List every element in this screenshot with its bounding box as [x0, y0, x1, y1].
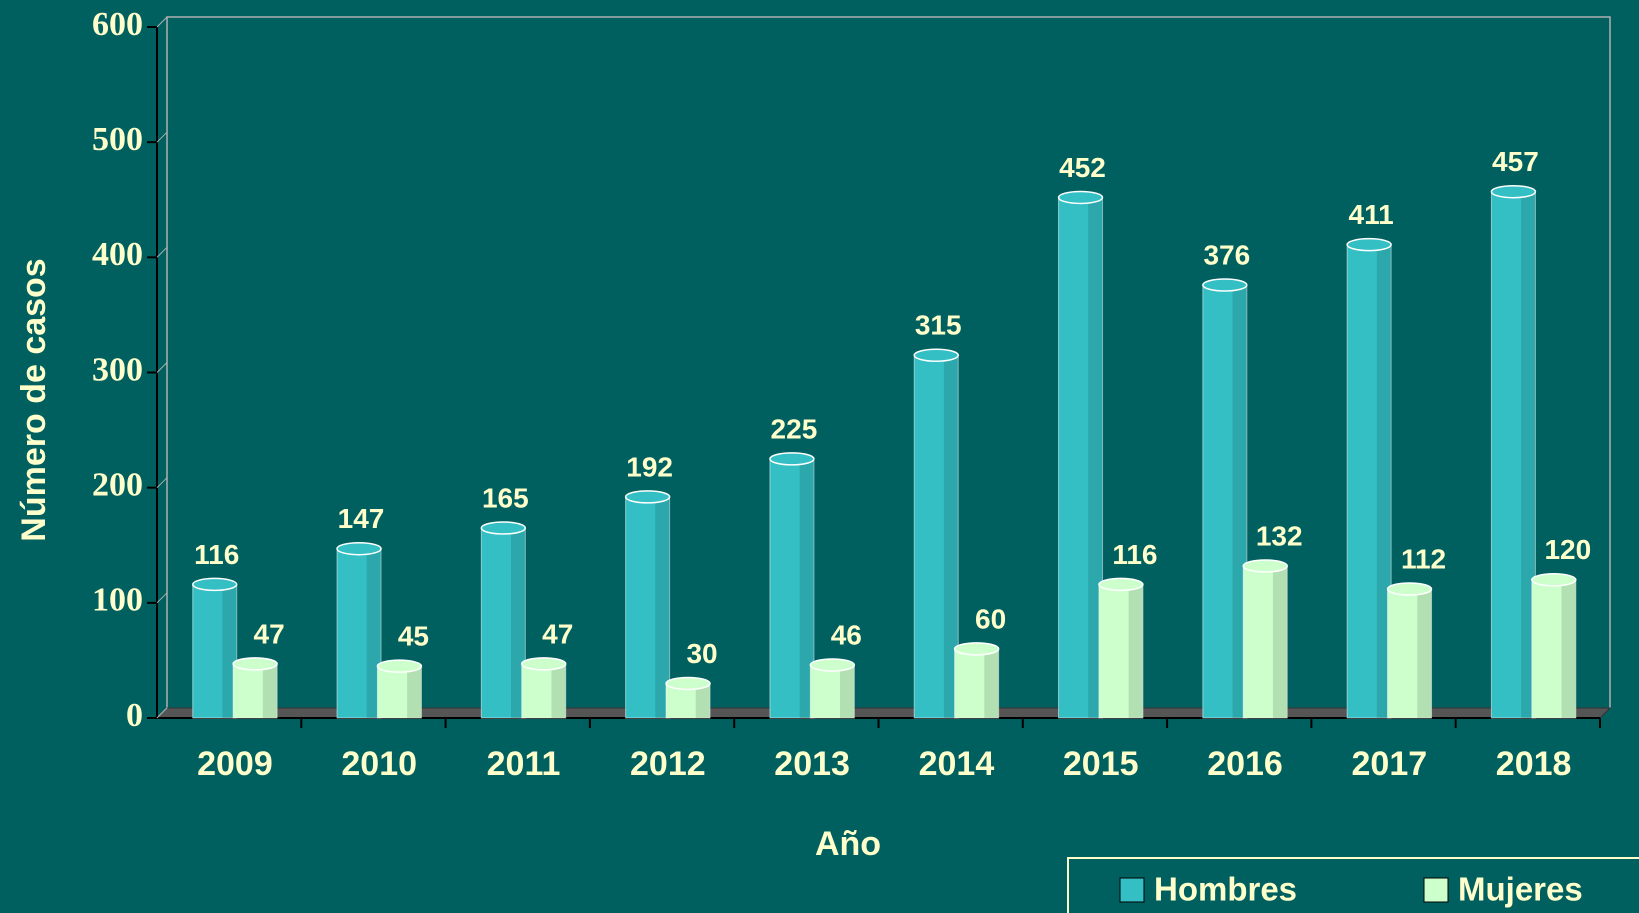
bar — [1387, 588, 1433, 719]
bar-cap — [191, 577, 238, 592]
x-tick-label: 2017 — [1352, 745, 1428, 783]
x-tick-label: 2014 — [919, 745, 995, 783]
y-tick-label: 100 — [92, 582, 143, 619]
wall-tick — [156, 16, 168, 28]
x-tick-label: 2010 — [341, 745, 417, 783]
bar-cap — [1490, 184, 1537, 199]
bar-shade — [1128, 584, 1143, 718]
value-label: 116 — [1112, 539, 1157, 570]
value-label: 47 — [542, 618, 573, 649]
bar-cap — [665, 676, 711, 691]
x-tick-label: 2013 — [774, 745, 850, 783]
y-tick-label: 500 — [92, 121, 143, 158]
bar-cap — [520, 657, 567, 671]
y-tick-label: 200 — [92, 466, 143, 503]
bar-cap — [1242, 559, 1288, 573]
value-label: 116 — [194, 539, 239, 570]
bar — [1531, 579, 1577, 719]
legend-label: Mujeres — [1458, 871, 1583, 908]
bar — [480, 527, 526, 719]
bar-cap — [809, 658, 856, 672]
x-tick-label: 2011 — [487, 745, 561, 783]
bar-shade — [551, 663, 566, 718]
value-label: 192 — [626, 451, 673, 482]
bar — [1242, 565, 1288, 719]
bar — [192, 583, 238, 719]
wall-tick — [156, 707, 168, 719]
value-label: 30 — [686, 638, 717, 669]
y-tick-label: 300 — [92, 351, 143, 388]
value-label: 120 — [1544, 534, 1591, 565]
bar-cap — [480, 521, 527, 535]
value-label: 147 — [338, 503, 385, 534]
bar-shade — [943, 355, 959, 718]
bar-shade — [262, 663, 278, 718]
y-tick-label: 400 — [92, 236, 143, 273]
bar-shade — [407, 666, 422, 718]
bar-cap — [769, 452, 815, 466]
bar — [1346, 244, 1392, 719]
y-axis-title: Número de casos — [15, 258, 53, 541]
bar — [625, 496, 671, 719]
value-label: 47 — [254, 618, 285, 649]
value-label: 165 — [482, 482, 529, 513]
value-label: 132 — [1256, 520, 1303, 551]
x-tick-label: 2012 — [630, 745, 706, 783]
bar-shade — [695, 683, 711, 718]
value-label: 45 — [398, 621, 429, 652]
legend-swatch — [1119, 877, 1145, 903]
bar — [809, 664, 855, 719]
bar-cap — [913, 348, 959, 362]
y-tick-label: 0 — [126, 697, 143, 734]
x-tick-label: 2018 — [1496, 745, 1572, 783]
bar-shade — [984, 648, 999, 718]
bar — [913, 354, 959, 719]
value-label: 60 — [975, 603, 1006, 634]
bar-shade — [1272, 565, 1288, 718]
wall-tick — [156, 131, 168, 143]
bar-cap — [624, 490, 671, 504]
bar-cap — [1057, 190, 1104, 205]
legend-label: Hombres — [1154, 871, 1297, 908]
value-label: 457 — [1492, 146, 1539, 177]
bar-cap — [376, 659, 423, 673]
value-label: 452 — [1059, 152, 1106, 183]
wall-tick — [156, 362, 168, 373]
bar-cap — [232, 657, 278, 671]
bar-cap — [953, 642, 1000, 656]
bar — [1058, 196, 1104, 719]
legend-box — [1067, 857, 1639, 913]
legend-swatch — [1423, 877, 1449, 903]
bar-cap — [1202, 278, 1248, 292]
bar-cap — [1386, 582, 1433, 596]
bar-cap — [1098, 577, 1144, 592]
value-label: 46 — [831, 619, 862, 650]
wall-tick — [156, 477, 168, 489]
x-tick-label: 2016 — [1207, 745, 1283, 783]
value-label: 315 — [915, 310, 962, 341]
bar-shade — [1417, 589, 1432, 718]
value-label: 376 — [1203, 239, 1250, 270]
bar — [1202, 284, 1248, 719]
x-axis-title: Año — [815, 825, 881, 863]
bar-shade — [840, 665, 855, 718]
wall-tick — [156, 592, 168, 604]
bar-cap — [336, 541, 382, 556]
bar-shade — [655, 496, 670, 718]
bar-shade — [1561, 579, 1576, 718]
bar-cap — [1346, 237, 1392, 252]
value-label: 112 — [1401, 543, 1446, 574]
value-label: 225 — [771, 413, 818, 444]
bar-shade — [799, 458, 814, 718]
bar-cap — [1531, 573, 1577, 587]
value-label: 411 — [1349, 199, 1394, 230]
y-tick-label: 600 — [92, 6, 143, 43]
wall-tick — [156, 246, 168, 258]
x-tick-label: 2009 — [197, 745, 273, 783]
bar — [1490, 191, 1536, 719]
x-tick-label: 2015 — [1063, 745, 1139, 783]
